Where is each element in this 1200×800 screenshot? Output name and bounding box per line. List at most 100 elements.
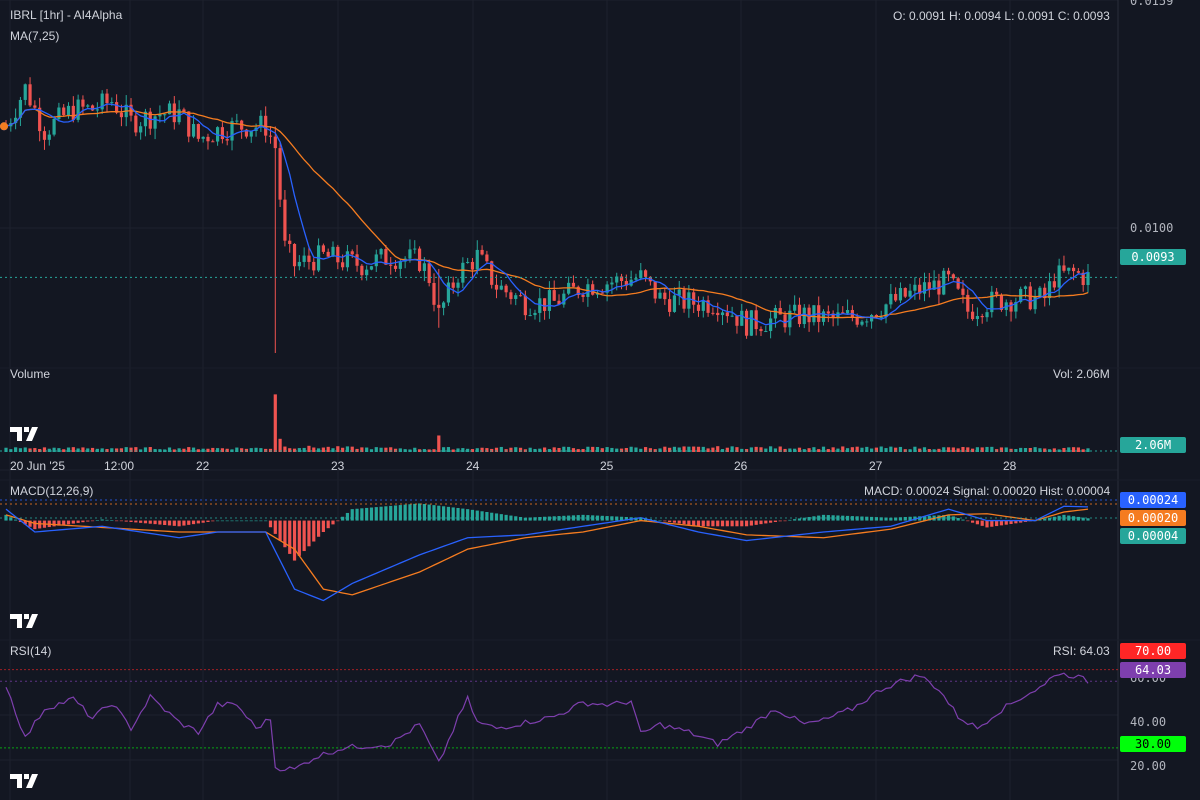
volume-bar [62,449,66,452]
time-label-0: 20 Jun '25 [10,459,66,473]
volume-bar [509,447,513,452]
volume-bar [485,448,489,452]
volume-bar [567,446,571,452]
candle-body [918,284,922,294]
candle-body [14,117,18,124]
candle-body [547,290,552,311]
volume-bar [740,448,744,452]
volume-bar [610,447,614,452]
candle-body [456,282,460,288]
macd-hist-bar [740,520,744,527]
candle-body [86,105,90,107]
macd-hist-bar [749,520,753,526]
macd-hist-bar [71,520,75,524]
volume-bar [215,448,220,452]
candle-body [42,131,47,140]
macd-hist-bar [153,520,157,525]
volume-bar [668,447,672,452]
candle-body [1067,267,1071,271]
macd-hist-bar [817,515,821,521]
volume-bar [634,447,638,452]
candle-body [711,312,715,314]
candle-body [533,312,537,316]
candle-body [1076,271,1080,273]
volume-bar [932,449,936,452]
candle-body [302,255,306,262]
candle-body [1014,301,1018,312]
volume-bar [201,448,205,452]
candle-body [759,329,763,332]
candle-body [730,315,734,317]
volume-bar [384,447,388,452]
candle-body [557,300,561,305]
volume-bar [220,448,224,452]
candle-body [23,84,27,100]
candle-body [740,310,744,326]
macd-hist-bar [764,520,768,524]
volume-bar [413,447,417,452]
volume-bar [235,447,239,452]
rsi-oversold-tag: 30.00 [1120,736,1186,752]
candle-body [264,115,268,136]
signal-line [5,508,1089,596]
candle-body [134,115,138,133]
volume-bar [980,447,984,452]
candle-body [360,265,364,276]
volume-bar [355,448,359,452]
volume-bar [110,448,114,452]
volume-bar [268,448,273,452]
volume-bar [292,448,297,452]
time-label-4: 24 [466,459,480,473]
candle-body [312,261,316,271]
candle-body [879,316,883,318]
candle-body [187,111,191,137]
candle-body [970,311,975,320]
time-label-6: 26 [734,459,748,473]
price-tick-0100: 0.0100 [1130,221,1174,235]
volume-panel [0,394,1118,452]
candle-body [1028,286,1032,310]
candle-body [860,321,864,325]
candle-body [283,199,287,241]
macd-hist-bar [980,520,984,526]
candle-body [350,251,354,255]
candle-body [139,126,143,133]
candle-body [451,282,455,288]
volume-bar [696,446,701,452]
volume-bar [456,448,460,452]
macd-hist-bar [365,507,369,521]
candle-body [913,284,917,291]
macd-hist-bar [437,505,441,521]
rsi-readout: RSI: 64.03 [1053,644,1110,658]
volume-bar [302,447,306,452]
volume-bar [1047,449,1052,452]
macd-hist-bar [76,520,80,523]
macd-hist-bar [57,520,61,526]
macd-hist-bar [316,520,321,537]
volume-bar [148,447,152,452]
macd-hist-bar [619,516,624,521]
volume-bar [490,448,494,452]
volume-tag: 2.06M [1120,437,1186,453]
macd-hist-bar [393,505,398,521]
price-panel[interactable] [0,77,1118,353]
macd-hist-bar [182,520,186,526]
volume-bar [514,447,518,452]
candle-body [581,294,585,297]
macd-hist-bar [249,520,253,522]
candle-body [1033,296,1037,310]
tradingview-logo-icon [10,774,38,788]
candle-body [658,292,662,299]
macd-hist-bar [283,520,287,548]
macd-hist-bar [105,519,109,521]
candle-body [980,315,984,318]
macd-hist-bar [355,508,359,521]
volume-bar [134,447,138,452]
macd-hist-bar [995,520,999,527]
rsi-tick-40: 40.00 [1130,715,1167,729]
macd-hist-bar [1057,515,1061,521]
macd-hist-bar [115,520,119,522]
candle-body [639,270,643,279]
ma7-line [5,103,1089,326]
volume-bar [18,448,23,452]
